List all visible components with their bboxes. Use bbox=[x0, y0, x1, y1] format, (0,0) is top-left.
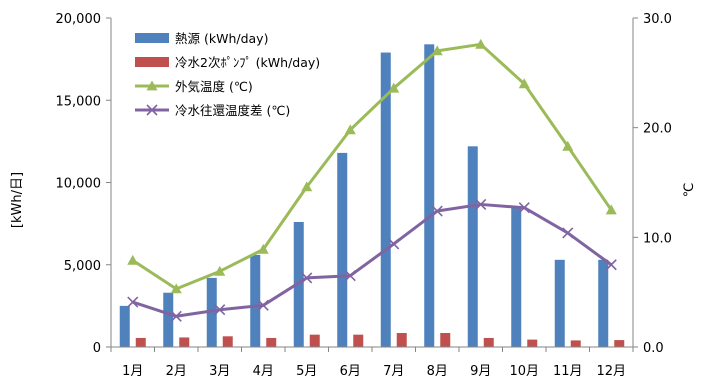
point-series-2-8-stroke-b bbox=[431, 205, 443, 217]
point-series-2-3 bbox=[214, 304, 226, 316]
bar-series-2-6 bbox=[353, 334, 364, 347]
point-series-2-9 bbox=[475, 198, 487, 210]
x-tick-label-2: 2月 bbox=[166, 364, 187, 379]
legend-label-3: 外気温度 (℃) bbox=[175, 79, 253, 94]
point-series-2-10 bbox=[518, 202, 530, 214]
bar-series-1-2 bbox=[163, 292, 174, 347]
bar-series-2-5 bbox=[309, 334, 320, 347]
bar-series-2-12 bbox=[614, 340, 625, 347]
bar-series-2-4 bbox=[266, 337, 277, 347]
x-tick-label-12: 12月 bbox=[596, 364, 626, 379]
bar-series-2-10 bbox=[527, 339, 538, 347]
bar-series-1-1 bbox=[119, 305, 130, 347]
point-series-2-6-stroke-b bbox=[344, 270, 356, 282]
x-tick-label-1: 1月 bbox=[122, 364, 143, 379]
right-tick-label-2: 10.0 bbox=[643, 231, 672, 246]
point-series-2-11 bbox=[562, 227, 574, 239]
x-tick-label-8: 8月 bbox=[427, 364, 448, 379]
point-series-1-3 bbox=[214, 265, 226, 276]
bar-series-1-8 bbox=[424, 44, 435, 347]
left-tick-label-2: 5,000 bbox=[64, 259, 101, 274]
line-layer bbox=[127, 38, 617, 322]
x-tick-label-6: 6月 bbox=[340, 364, 361, 379]
point-series-2-1 bbox=[127, 296, 139, 308]
point-series-2-11-stroke-b bbox=[562, 227, 574, 239]
x-tick-label-9: 9月 bbox=[470, 364, 491, 379]
left-tick-label-4: 15,000 bbox=[56, 94, 102, 109]
left-tick-label-5: 20,000 bbox=[56, 12, 102, 27]
line-series-2 bbox=[132, 202, 613, 318]
point-series-2-5 bbox=[301, 272, 313, 284]
point-series-2-1-stroke-b bbox=[127, 296, 139, 308]
point-series-1-8 bbox=[431, 45, 443, 56]
bar-series-1-9 bbox=[467, 146, 478, 347]
legend-marker-4 bbox=[146, 104, 158, 116]
legend-marker-3 bbox=[146, 80, 158, 91]
point-series-2-7 bbox=[388, 238, 400, 250]
bar-series-2-3 bbox=[222, 336, 233, 347]
x-tick-label-7: 7月 bbox=[383, 364, 404, 379]
legend-swatch-2 bbox=[135, 57, 169, 67]
point-series-2-4-stroke-b bbox=[257, 299, 269, 311]
point-series-2-2 bbox=[170, 310, 182, 322]
bar-series-1-11 bbox=[554, 259, 565, 347]
right-tick-label-1: 0.0 bbox=[643, 341, 664, 356]
point-series-1-10 bbox=[518, 78, 530, 89]
x-tick-label-3: 3月 bbox=[209, 364, 230, 379]
bar-series-2-8 bbox=[440, 333, 451, 347]
bar-series-2-9 bbox=[483, 337, 494, 347]
point-series-1-12 bbox=[605, 204, 617, 215]
point-series-1-7 bbox=[388, 82, 400, 93]
point-series-2-9-stroke-b bbox=[475, 198, 487, 210]
bar-series-1-6 bbox=[337, 152, 348, 347]
x-tick-label-11: 11月 bbox=[553, 364, 583, 379]
point-series-2-5-stroke-b bbox=[301, 272, 313, 284]
x-tick-label-4: 4月 bbox=[253, 364, 274, 379]
left-tick-label-3: 10,000 bbox=[56, 177, 102, 192]
point-series-1-1 bbox=[127, 254, 139, 265]
bar-series-2-2 bbox=[179, 337, 190, 347]
point-series-2-7-stroke-b bbox=[388, 238, 400, 250]
point-series-2-10-stroke-b bbox=[518, 202, 530, 214]
tick-layer: 0 5,000 10,000 15,000 20,000 0.0 10.0 20.0 30.0 1… bbox=[56, 12, 672, 379]
right-axis-title: ℃ bbox=[682, 183, 697, 198]
bar-series-1-10 bbox=[511, 207, 522, 347]
point-series-2-3-stroke-b bbox=[214, 304, 226, 316]
bar-series-2-1 bbox=[135, 337, 146, 347]
legend-marker-4-stroke-b bbox=[146, 104, 158, 116]
bar-series-1-4 bbox=[250, 254, 261, 347]
point-series-2-6 bbox=[344, 270, 356, 282]
point-series-1-2 bbox=[170, 283, 182, 294]
line-series-1 bbox=[131, 42, 613, 291]
point-series-1-5 bbox=[301, 181, 313, 192]
point-series-1-6 bbox=[344, 124, 356, 135]
point-series-2-12-stroke-b bbox=[605, 259, 617, 271]
left-axis-title: [kWh/日] bbox=[10, 172, 25, 228]
point-series-1-11 bbox=[562, 140, 574, 151]
legend-label-1: 熱源 (kWh/day) bbox=[175, 31, 268, 46]
x-tick-label-10: 10月 bbox=[509, 364, 539, 379]
point-series-2-4 bbox=[257, 299, 269, 311]
legend-swatch-1 bbox=[135, 33, 169, 43]
legend-label-4: 冷水往還温度差 (℃) bbox=[175, 103, 290, 118]
point-series-2-2-stroke-b bbox=[170, 310, 182, 322]
bar-layer bbox=[119, 44, 625, 348]
right-tick-label-3: 20.0 bbox=[643, 122, 672, 137]
point-series-2-8 bbox=[431, 205, 443, 217]
bar-series-2-7 bbox=[396, 333, 407, 347]
point-series-1-4 bbox=[257, 243, 269, 254]
bar-series-1-3 bbox=[206, 277, 217, 347]
left-tick-label-1: 0 bbox=[93, 341, 101, 356]
bar-series-1-12 bbox=[598, 259, 609, 347]
bar-series-1-7 bbox=[380, 52, 391, 348]
legend-label-2: 冷水2次ﾎﾟﾝﾌﾟ (kWh/day) bbox=[175, 55, 320, 70]
x-tick-label-5: 5月 bbox=[296, 364, 317, 379]
legend: 熱源 (kWh/day) 冷水2次ﾎﾟﾝﾌﾟ (kWh/day) 外気温度 (℃) 冷… bbox=[135, 31, 320, 118]
point-series-2-12 bbox=[605, 259, 617, 271]
point-series-1-9 bbox=[475, 38, 487, 49]
right-tick-label-4: 30.0 bbox=[643, 12, 672, 27]
bar-series-2-11 bbox=[570, 340, 581, 347]
